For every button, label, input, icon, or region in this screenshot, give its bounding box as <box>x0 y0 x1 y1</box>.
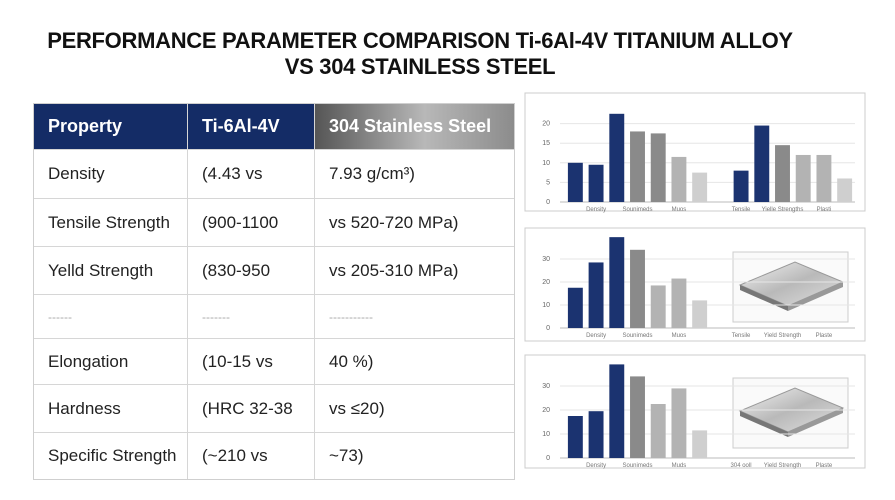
bar <box>650 404 666 458</box>
plate-image <box>732 377 849 449</box>
x-tick-label: Yield Strength <box>764 463 801 469</box>
table-cell: 40 %) <box>314 339 514 384</box>
bar <box>567 287 583 328</box>
table-cell: vs 520-720 MPa) <box>314 199 514 246</box>
y-tick-label: 30 <box>542 256 550 263</box>
bar <box>692 172 708 202</box>
bar <box>609 237 625 328</box>
table-cell: ------ <box>48 309 72 324</box>
bar <box>733 170 749 202</box>
table-row: Property Ti-6Al-4V 304 Stainless Steel <box>34 104 514 149</box>
bar <box>692 300 708 328</box>
table-row: Yelld Strength (830-950 vs 205-310 MPa) <box>34 246 514 294</box>
x-tick-label: Tensile <box>732 333 751 339</box>
bar <box>692 430 708 458</box>
bar <box>775 145 790 202</box>
bar <box>671 278 687 328</box>
bar <box>816 154 832 202</box>
table-cell: (4.43 vs <box>187 150 314 198</box>
table-cell: (830-950 <box>187 247 314 294</box>
y-tick-label: 0 <box>546 199 550 206</box>
bar <box>567 416 583 458</box>
page-title: VS 304 STAINLESS STEEL <box>284 54 556 79</box>
table-cell: Elongation <box>48 351 129 371</box>
plate-image <box>732 251 849 323</box>
bar <box>650 133 666 202</box>
x-tick-label: Yield Strength <box>764 333 801 339</box>
table-cell: Density <box>48 164 105 183</box>
table-cell: Tensile Strength <box>48 212 170 232</box>
bar <box>630 131 645 202</box>
table-cell: Yelld Strength <box>48 260 154 280</box>
bar <box>567 162 583 202</box>
table-row: Tensile Strength (900-1100 vs 520-720 MPa) <box>34 198 514 246</box>
table-row: Specific Strength (~210 vs ~73) <box>34 432 514 479</box>
x-tick-label: Muds <box>672 463 687 469</box>
table-row: ------ ------- ----------- <box>34 294 514 338</box>
x-tick-label: Plaste <box>816 463 833 469</box>
bar <box>837 178 853 202</box>
table-cell: vs 205-310 MPa) <box>314 247 514 294</box>
table-cell: vs ≤20) <box>314 385 514 432</box>
y-tick-label: 0 <box>546 325 550 332</box>
table-cell: (10-15 vs <box>187 339 314 384</box>
bar <box>754 125 770 202</box>
y-tick-label: 20 <box>542 279 550 286</box>
table-row: Elongation (10-15 vs 40 %) <box>34 338 514 384</box>
x-tick-label: Yielle Strengths <box>762 207 804 213</box>
y-tick-label: 20 <box>542 121 550 128</box>
x-tick-label: 304 ooll <box>731 463 752 469</box>
bar <box>588 164 604 202</box>
y-tick-label: 0 <box>546 455 550 462</box>
table-row: Density (4.43 vs 7.93 g/cm³) <box>34 149 514 198</box>
x-tick-label: Sounimeds <box>622 333 652 339</box>
header-cell: 304 Stainless Steel <box>314 104 514 149</box>
x-tick-label: Density <box>586 333 606 339</box>
y-tick-label: 10 <box>542 431 550 438</box>
header-cell: Property <box>34 104 187 149</box>
table-cell: (900-1100 <box>187 199 314 246</box>
y-tick-label: 5 <box>546 179 550 186</box>
bar <box>650 285 666 328</box>
x-tick-label: Sounimeds <box>622 207 652 213</box>
table-cell: ----------- <box>314 295 514 338</box>
bar <box>630 249 645 328</box>
bar <box>671 156 687 202</box>
x-tick-label: Sounimeds <box>622 463 652 469</box>
table-cell: ~73) <box>314 433 514 479</box>
table-cell: (HRC 32-38 <box>187 385 314 432</box>
bar <box>588 411 604 458</box>
table-cell: ------- <box>187 295 314 338</box>
y-tick-label: 30 <box>542 383 550 390</box>
bar <box>671 388 687 458</box>
page-title: PERFORMANCE PARAMETER COMPARISON Ti-6Al-… <box>47 28 793 53</box>
bar <box>630 376 645 458</box>
y-tick-label: 10 <box>542 302 550 309</box>
bar <box>588 262 604 328</box>
table-row: Hardness (HRC 32-38 vs ≤20) <box>34 384 514 432</box>
x-tick-label: Density <box>586 207 606 213</box>
x-tick-label: Plasti <box>817 207 832 213</box>
y-tick-label: 20 <box>542 407 550 414</box>
y-tick-label: 15 <box>542 140 550 147</box>
y-tick-label: 10 <box>542 160 550 167</box>
x-tick-label: Density <box>586 463 606 469</box>
table-cell: Specific Strength <box>48 446 177 465</box>
header-cell: Ti-6Al-4V <box>187 104 314 149</box>
x-tick-label: Plaste <box>816 333 833 339</box>
bar <box>609 364 625 458</box>
bar <box>795 154 811 202</box>
bar <box>609 113 625 202</box>
comparison-table: Property Ti-6Al-4V 304 Stainless Steel Dens… <box>33 103 515 480</box>
x-tick-label: Muos <box>672 333 687 339</box>
table-cell: Hardness <box>48 398 121 418</box>
table-cell: (~210 vs <box>187 433 314 479</box>
x-tick-label: Tensile <box>732 207 751 213</box>
x-tick-label: Muos <box>672 207 687 213</box>
table-cell: 7.93 g/cm³) <box>314 150 514 198</box>
